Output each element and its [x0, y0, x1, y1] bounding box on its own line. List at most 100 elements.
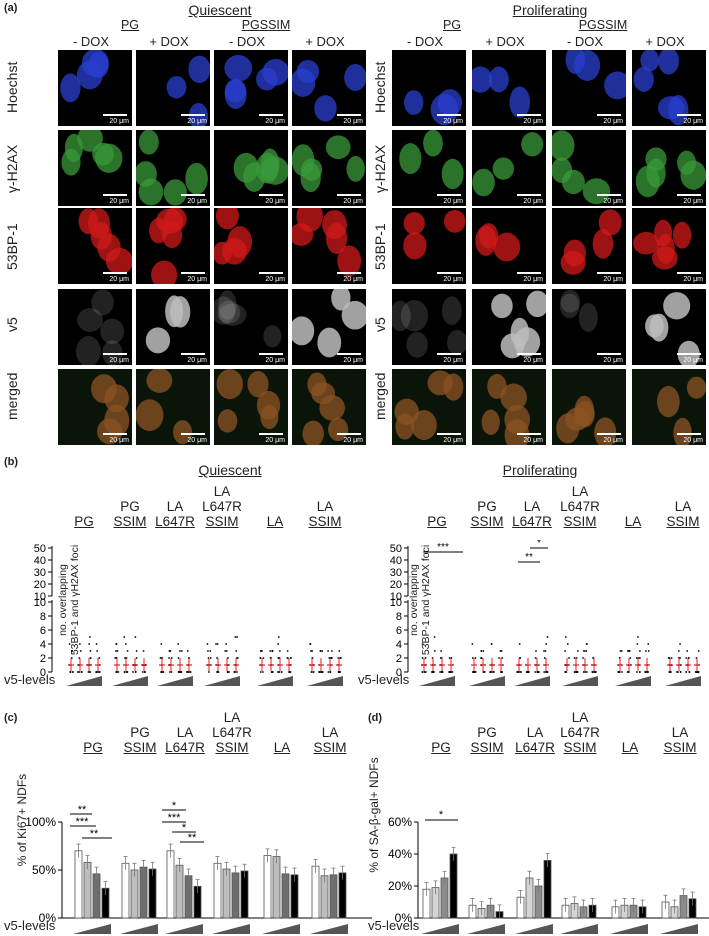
- nucleus: [672, 221, 692, 249]
- data-point: [544, 650, 547, 652]
- data-point: [77, 671, 79, 673]
- y-tick-label: 50%: [32, 863, 56, 877]
- sig-label: **: [90, 828, 99, 840]
- data-point: [639, 657, 641, 659]
- y-tick-label: 8: [396, 611, 402, 623]
- nucleus: [604, 71, 626, 100]
- y-tick-label: 40: [390, 555, 402, 567]
- data-point: [125, 671, 128, 673]
- merged-overlay: [214, 369, 288, 445]
- data-point: [482, 650, 485, 652]
- micrograph-nuclei: [145, 295, 191, 354]
- data-point: [501, 657, 504, 659]
- scale-bar: [677, 114, 701, 116]
- micrograph-tile: 20 μm: [292, 369, 366, 445]
- nucleus: [256, 152, 279, 184]
- micrograph-nuclei: [645, 292, 700, 365]
- micrograph-tile: 20 μm: [292, 289, 366, 365]
- data-point: [695, 671, 698, 673]
- v5-wedge: [262, 924, 300, 934]
- data-point: [177, 657, 180, 659]
- nucleus: [686, 376, 706, 399]
- data-point: [629, 657, 632, 659]
- scale-bar: [337, 433, 361, 435]
- scale-label: 20 μm: [603, 357, 623, 364]
- micrograph-nuclei: [491, 290, 546, 359]
- scale-label: 20 μm: [187, 437, 207, 444]
- data-point: [423, 671, 426, 673]
- data-point: [451, 671, 454, 673]
- nucleus: [657, 385, 680, 418]
- data-point: [546, 671, 549, 673]
- nucleus: [400, 299, 429, 332]
- nucleus: [392, 300, 411, 332]
- scale-bar: [597, 353, 621, 355]
- scale-label: 20 μm: [443, 118, 463, 125]
- data-point: [159, 657, 162, 659]
- scale-bar: [259, 194, 283, 196]
- q-pgssim-plus-dox: + DOX: [305, 34, 345, 49]
- nucleus: [521, 132, 544, 157]
- data-point: [688, 671, 691, 673]
- nucleus: [217, 300, 241, 324]
- q-pg-plus-dox: + DOX: [149, 34, 189, 49]
- micrograph-tile: 20 μm: [632, 208, 706, 284]
- micrograph-nuclei: [403, 209, 466, 260]
- bar: [148, 868, 157, 919]
- bar: [83, 861, 92, 919]
- data-point: [215, 643, 217, 645]
- scale-bar: [259, 272, 283, 274]
- y-tick-label: 100%: [25, 815, 56, 829]
- nucleus: [77, 308, 103, 332]
- scale-label: 20 μm: [109, 118, 129, 125]
- scale-label: 20 μm: [109, 437, 129, 444]
- scale-label: 20 μm: [523, 437, 543, 444]
- nucleus: [218, 290, 237, 320]
- scale-label: 20 μm: [603, 276, 623, 283]
- micrograph-nuclei: [166, 55, 210, 126]
- data-point: [424, 657, 427, 659]
- nucleus: [658, 50, 680, 75]
- nucleus: [447, 329, 466, 356]
- sig-label: *: [537, 540, 541, 549]
- micrograph-nuclei: [632, 369, 706, 445]
- micrograph-nuclei: [560, 209, 622, 275]
- data-point: [448, 671, 451, 673]
- y-tick-label: 4: [40, 639, 46, 651]
- scale-bar: [437, 272, 461, 274]
- v5-wedge: [165, 924, 203, 934]
- scale-bar: [181, 272, 205, 274]
- data-point: [96, 650, 99, 652]
- nucleus: [100, 318, 125, 345]
- data-point: [115, 650, 117, 652]
- data-point: [480, 657, 483, 659]
- scale-label: 20 μm: [343, 437, 363, 444]
- micrograph-tile: 20 μm: [632, 130, 706, 206]
- scale-label: 20 μm: [523, 357, 543, 364]
- data-point: [585, 650, 588, 652]
- data-point: [177, 643, 180, 645]
- scale-label: 20 μm: [187, 198, 207, 205]
- data-point: [582, 657, 584, 659]
- scale-bar: [103, 114, 127, 116]
- scale-bar: [337, 114, 361, 116]
- scale-label: 20 μm: [187, 118, 207, 125]
- row-label-v5: v5: [4, 317, 20, 332]
- data-point: [271, 671, 273, 673]
- micrograph-tile: 20 μm: [472, 208, 546, 284]
- y-tick-label: 10: [390, 597, 402, 609]
- nucleus: [640, 50, 660, 72]
- data-point: [568, 657, 570, 659]
- data-point: [78, 643, 81, 645]
- data-point: [518, 643, 521, 645]
- y-tick-label: 0: [396, 667, 402, 679]
- data-point: [639, 650, 641, 652]
- row-label-hoechst-right: Hoechst: [372, 61, 388, 113]
- bar: [240, 870, 249, 919]
- data-point: [170, 671, 173, 673]
- bar: [272, 856, 281, 919]
- scale-bar: [597, 272, 621, 274]
- data-point: [160, 671, 163, 673]
- nucleus: [92, 142, 114, 166]
- micrograph-nuclei: [149, 208, 187, 284]
